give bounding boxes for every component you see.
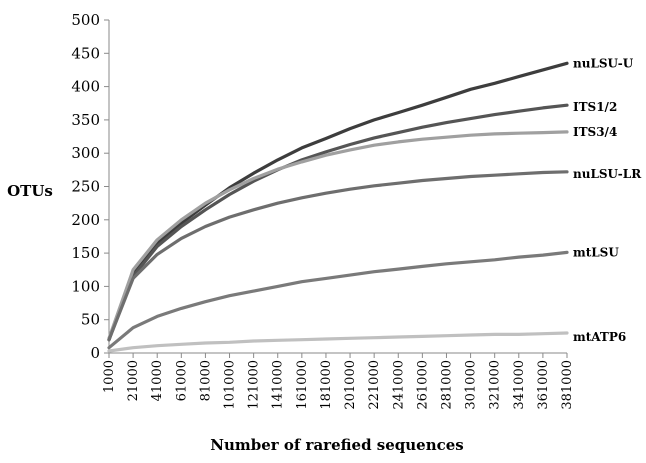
- x-tick-label: 261000: [415, 360, 430, 410]
- y-tick-label: 500: [71, 11, 100, 29]
- series-label-nulsu-u: nuLSU-U: [573, 56, 634, 70]
- x-tick-label: 41000: [150, 360, 165, 401]
- x-tick-label: 61000: [174, 360, 189, 401]
- y-tick-label: 250: [71, 178, 100, 196]
- y-tick-label: 200: [71, 211, 100, 229]
- x-tick-label: 381000: [560, 360, 575, 410]
- x-tick-label: 161000: [295, 360, 310, 410]
- y-tick-label: 400: [71, 78, 100, 96]
- series-line-mtatp6: [107, 331, 569, 353]
- x-tick-label: 361000: [536, 360, 551, 410]
- y-axis-title: OTUs: [7, 182, 53, 200]
- series-label-its1-2: ITS1/2: [573, 100, 617, 114]
- series-label-nulsu-lr: nuLSU-LR: [573, 167, 642, 181]
- y-tick-label: 0: [90, 344, 100, 362]
- x-tick-label: 321000: [488, 360, 503, 410]
- x-tick-label: 301000: [464, 360, 479, 410]
- y-tick-label: 100: [71, 277, 100, 295]
- series-label-its3-4: ITS3/4: [573, 125, 617, 139]
- series-line-nulsu-lr: [107, 170, 569, 342]
- series-labels: nuLSU-U ITS1/2 ITS3/4 nuLSU-LR mtLSU mtATP6: [573, 56, 642, 344]
- x-tick-label: 241000: [391, 360, 406, 410]
- y-tick-label: 450: [71, 44, 100, 62]
- series-line-its3-4: [107, 130, 569, 340]
- x-tick-label: 121000: [247, 360, 262, 410]
- x-tick-label: 81000: [198, 360, 213, 401]
- y-tick-label: 350: [71, 111, 100, 129]
- series-label-mtatp6: mtATP6: [573, 330, 626, 344]
- x-axis-title: Number of rarefied sequences: [210, 436, 464, 454]
- series-line-its1-2: [107, 103, 569, 342]
- series-label-mtlsu: mtLSU: [573, 245, 619, 259]
- x-tick-label: 1000: [102, 360, 117, 393]
- y-tick-label: 150: [71, 244, 100, 262]
- series-lines: [107, 61, 569, 353]
- x-tick-label: 341000: [512, 360, 527, 410]
- x-tick-label: 181000: [319, 360, 334, 410]
- series-line-nulsu-u: [107, 61, 569, 342]
- x-tick-label: 101000: [223, 360, 238, 410]
- y-tick-label: 50: [81, 311, 100, 329]
- x-tick-label: 221000: [367, 360, 382, 410]
- x-tick-label: 201000: [343, 360, 358, 410]
- x-tick-label: 21000: [126, 360, 141, 401]
- series-line-mtlsu: [107, 250, 569, 350]
- y-tick-label: 300: [71, 144, 100, 162]
- x-tick-label: 141000: [271, 360, 286, 410]
- x-tick-label: 281000: [439, 360, 454, 410]
- axes: 0 50 100 150 200 250 300 350 400 450 500 1000 21000 4…: [71, 11, 575, 410]
